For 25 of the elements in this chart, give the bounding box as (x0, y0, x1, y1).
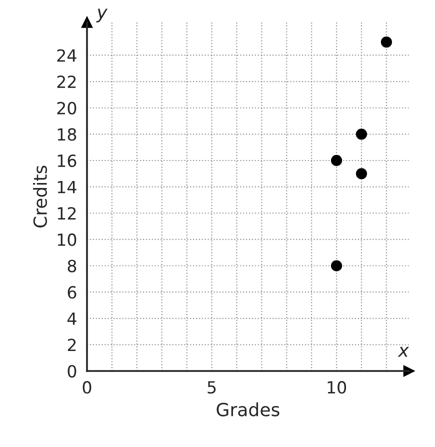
y-tick-label: 4 (67, 312, 76, 325)
y-tick-label: 12 (58, 207, 76, 220)
point (356, 168, 368, 180)
y-tick-label: 6 (68, 286, 76, 299)
annotation: x (398, 346, 410, 357)
y-tick-label: 24 (57, 49, 76, 62)
y-tick-label: 16 (58, 154, 76, 168)
point (380, 36, 392, 48)
y-tick-label: 22 (57, 76, 76, 88)
y-tick-label: 14 (58, 180, 76, 194)
x-tick-label: 5 (208, 381, 216, 394)
y-tick-label: 18 (58, 128, 76, 141)
y-axis-title: Credits (33, 166, 48, 228)
annotation: y (96, 8, 108, 22)
x-axis-title: Grades (216, 402, 280, 416)
y-tick-label: 2 (68, 338, 76, 352)
y-tick-label: 20 (57, 102, 76, 114)
point (330, 154, 342, 166)
point (356, 128, 368, 140)
x-tick-label: 10 (328, 381, 346, 394)
y-tick-label: 10 (58, 233, 76, 246)
y-tick-label: 0 (68, 364, 76, 378)
y-tick-label: 8 (68, 260, 76, 272)
point (330, 260, 342, 272)
x-tick-label: 0 (82, 381, 92, 394)
